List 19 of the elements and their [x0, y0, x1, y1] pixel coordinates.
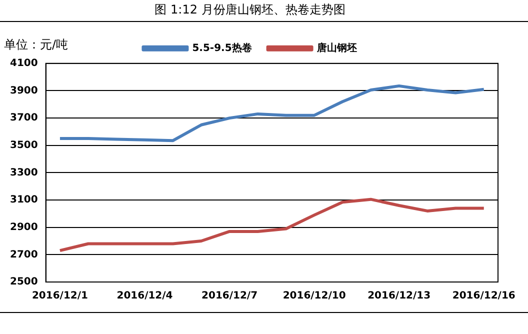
text: 单位：元/吨	[4, 38, 68, 52]
x-tick-label: 2016/12/4	[116, 290, 173, 302]
x-tick-label: 2016/12/10	[282, 290, 346, 302]
y-tick-label: 4100	[10, 58, 38, 69]
x-tick-label: 2016/12/1	[32, 290, 88, 302]
chart-title: 图 1:12 月份唐山钢坯、热卷走势图	[154, 2, 346, 16]
y-tick-label: 2700	[10, 249, 38, 260]
y-tick-label: 3900	[10, 85, 38, 96]
y-tick-label: 2500	[10, 276, 38, 288]
x-tick-label: 2016/12/13	[368, 290, 431, 302]
x-tick-label: 2016/12/7	[202, 290, 258, 302]
y-tick-label: 2900	[10, 222, 38, 233]
legend-label: 唐山钢坯	[316, 42, 357, 54]
y-tick-label: 3300	[10, 167, 38, 178]
y-tick-label: 3100	[10, 194, 38, 206]
legend-label: 5.5-9.5热卷	[192, 42, 252, 54]
x-tick-label: 2016/12/16	[452, 290, 516, 302]
y-tick-label: 3500	[10, 140, 38, 151]
y-tick-label: 3700	[10, 112, 38, 124]
